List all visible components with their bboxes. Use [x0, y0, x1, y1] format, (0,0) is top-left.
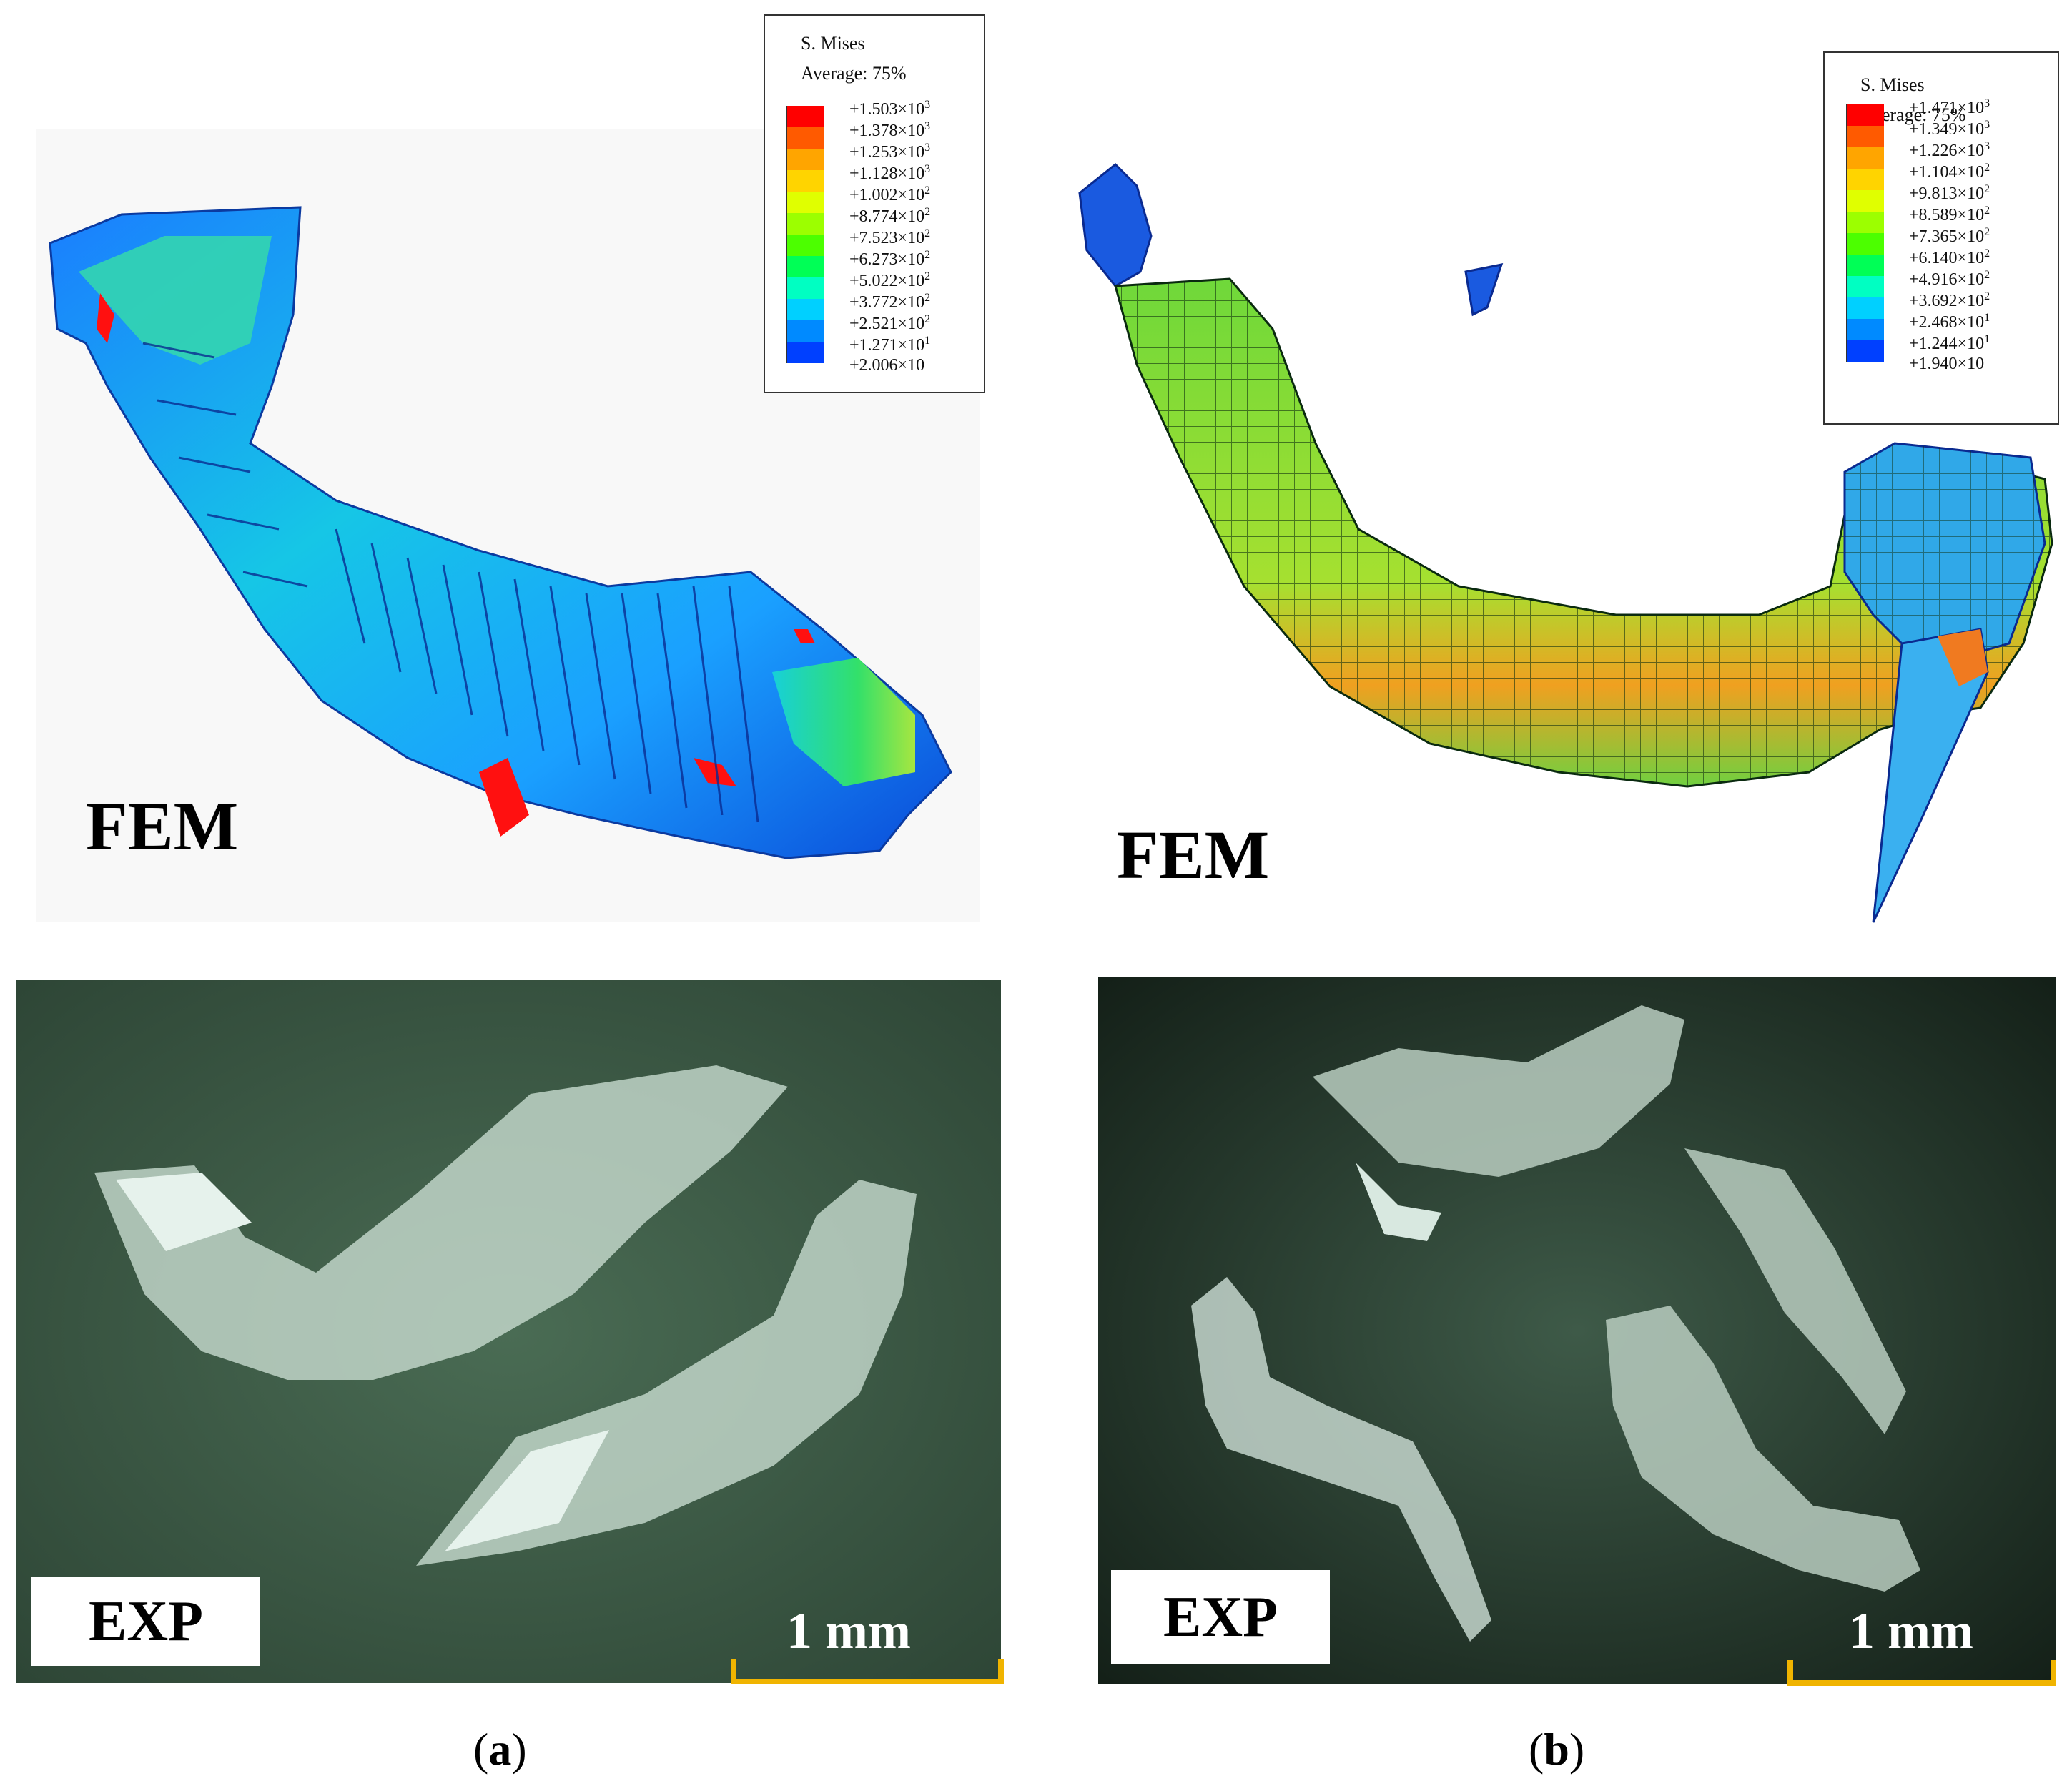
legend-a-swatch — [786, 127, 824, 149]
exp-chip-b-image — [1098, 977, 2056, 1684]
legend-b-value: +1.471×103 — [1909, 97, 1990, 117]
legend-b-value: +7.365×102 — [1909, 226, 1990, 246]
legend-b-value: +4.916×102 — [1909, 269, 1990, 289]
legend-b-value: +3.692×102 — [1909, 290, 1990, 310]
legend-b-swatch — [1846, 212, 1884, 233]
legend-b-swatch — [1846, 126, 1884, 147]
legend-b-value: +8.589×102 — [1909, 204, 1990, 225]
legend-b-value: +6.140×102 — [1909, 247, 1990, 267]
legend-b-value: +1.349×103 — [1909, 119, 1990, 139]
caption-b-letter: b — [1544, 1724, 1569, 1775]
scale-bar-b — [1787, 1660, 2056, 1686]
legend-b-swatch — [1846, 104, 1884, 126]
panel-b-fem — [1058, 143, 2059, 937]
legend-a-value: +3.772×102 — [849, 292, 931, 312]
legend-a-swatch — [786, 106, 824, 127]
fem-chip-b-mesh — [1078, 162, 2053, 923]
legend-a-value: +1.002×102 — [849, 184, 931, 204]
legend-a-value: +8.774×102 — [849, 206, 931, 226]
scale-label-a: 1 mm — [786, 1602, 911, 1659]
legend-b-value: +1.244×101 — [1909, 333, 1990, 353]
legend-b-swatch — [1846, 233, 1884, 255]
legend-a-swatch — [786, 256, 824, 277]
fem-label-b: FEM — [1117, 816, 1270, 893]
legend-a-value: +7.523×102 — [849, 227, 931, 247]
legend-a-value: +6.273×102 — [849, 249, 931, 269]
legend-b-swatch — [1846, 147, 1884, 169]
legend-a-swatch — [786, 149, 824, 170]
legend-b-value: +1.940×10 — [1909, 355, 1985, 373]
photo-exp-a — [16, 980, 1001, 1683]
exp-label-a: EXP — [31, 1577, 260, 1666]
legend-a-swatch — [786, 192, 824, 213]
scale-label-b: 1 mm — [1849, 1602, 1973, 1659]
legend-b-swatch — [1846, 169, 1884, 190]
legend-b-swatch — [1846, 276, 1884, 297]
legend-a-swatch — [786, 213, 824, 235]
caption-a-letter: a — [488, 1724, 512, 1775]
legend-b-title: S. Mises — [1860, 74, 1925, 95]
legend-b-value: +9.813×102 — [1909, 183, 1990, 203]
legend-a-swatch — [786, 235, 824, 256]
legend-b-swatch — [1846, 340, 1884, 362]
legend-a-value: +2.521×102 — [849, 313, 931, 333]
legend-a-swatch — [786, 342, 824, 363]
caption-b: (b) — [1529, 1724, 1585, 1775]
legend-a-swatch — [786, 277, 824, 299]
legend-a-swatch — [786, 170, 824, 192]
legend-b-value: +2.468×101 — [1909, 312, 1990, 332]
legend-a-value: +5.022×102 — [849, 270, 931, 290]
legend-b-value: +1.226×103 — [1909, 140, 1990, 160]
legend-b-swatch — [1846, 297, 1884, 319]
fem-chip-a-mesh — [49, 206, 952, 859]
legend-b: S. Mises Average: 75% +1.471×103 +1.349×1… — [1823, 51, 2059, 425]
legend-a-swatch — [786, 320, 824, 342]
legend-a-swatch — [786, 299, 824, 320]
legend-a-value: +1.253×103 — [849, 142, 931, 162]
legend-a-value: +1.271×101 — [849, 335, 931, 355]
legend-a: S. Mises Average: 75% +1.503×103 +1.378×1… — [764, 14, 985, 393]
legend-b-swatch — [1846, 255, 1884, 276]
legend-b-value: +1.104×102 — [1909, 162, 1990, 182]
photo-exp-b — [1098, 977, 2056, 1684]
legend-a-value: +1.503×103 — [849, 99, 931, 119]
legend-a-value: +2.006×10 — [849, 356, 925, 375]
legend-a-average: Average: 75% — [801, 63, 907, 84]
legend-a-value: +1.128×103 — [849, 163, 931, 183]
legend-b-swatch — [1846, 319, 1884, 340]
exp-label-b: EXP — [1111, 1570, 1330, 1664]
caption-a: (a) — [473, 1724, 527, 1775]
legend-a-value: +1.378×103 — [849, 120, 931, 140]
legend-a-title: S. Mises — [801, 33, 865, 54]
exp-chip-a-image — [16, 980, 1001, 1683]
legend-b-swatch — [1846, 190, 1884, 212]
scale-bar-a — [731, 1659, 1004, 1684]
fem-label-a: FEM — [86, 788, 239, 864]
